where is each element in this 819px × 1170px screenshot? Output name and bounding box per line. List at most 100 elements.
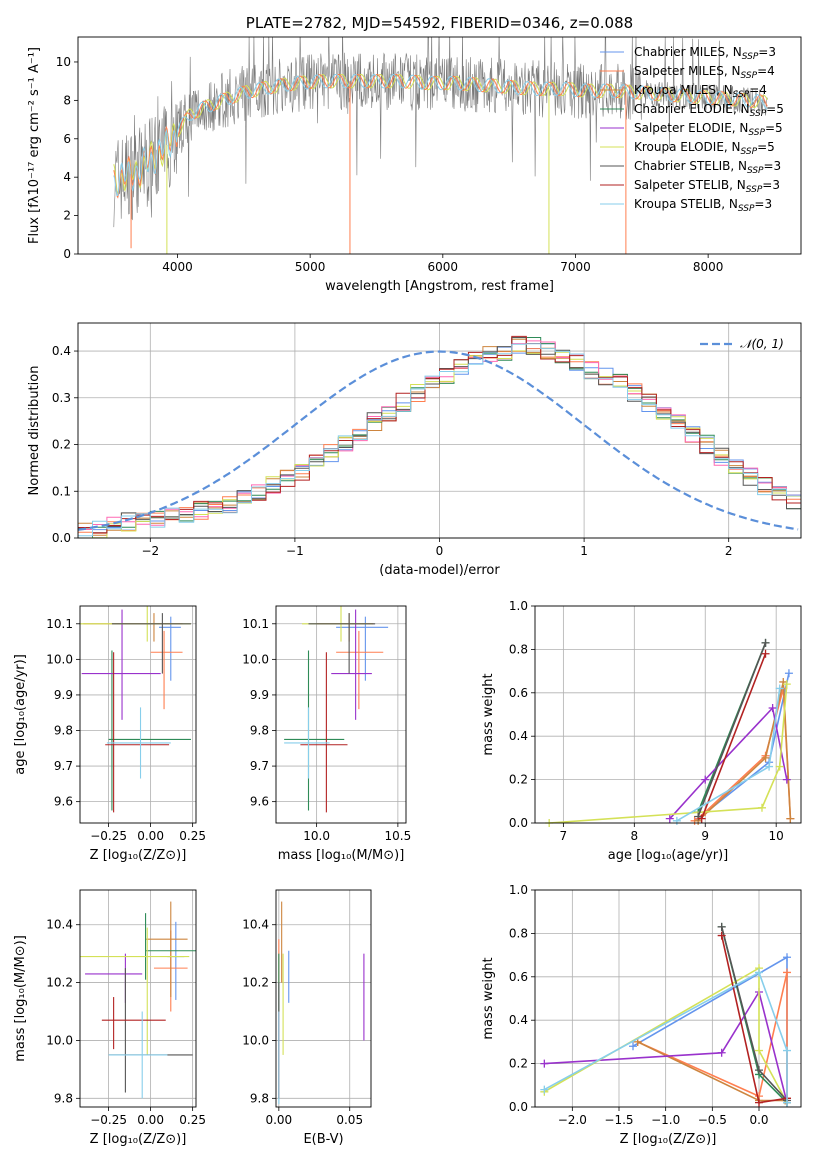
marker-kroupa-elodie [757, 803, 766, 812]
x-axis-label: mass [log₁₀(M/M⊙)] [278, 848, 405, 863]
y-tick-label: 9.6 [54, 795, 73, 809]
legend-label-normal: 𝒩(0, 1) [740, 337, 784, 351]
axes-frame [534, 605, 802, 824]
legend-label-kroupa-elodie: Kroupa ELODIE, NSSP=5 [634, 140, 775, 157]
line-salpeter-miles [637, 972, 788, 1099]
marker-kroupa-miles [761, 753, 770, 762]
legend-label-salpeter-stelib: Salpeter STELIB, NSSP=3 [634, 178, 780, 195]
marker-salpeter-elodie [768, 703, 777, 712]
x-tick-label: 0.25 [179, 1113, 206, 1127]
y-tick-label: 9.8 [250, 724, 269, 738]
line-chabrier-stelib [697, 642, 767, 817]
y-tick-label: 0.0 [509, 816, 528, 830]
y-tick-label: 0.4 [52, 344, 71, 358]
y-tick-label: 10.2 [242, 976, 269, 990]
legend-label-chabrier-elodie: Chabrier ELODIE, NSSP=5 [634, 102, 784, 119]
marker-kroupa-stelib [755, 968, 763, 977]
x-tick-label: −0.25 [90, 829, 127, 843]
marker-kroupa-stelib [765, 762, 774, 771]
x-tick-label: 2 [725, 544, 733, 558]
marker-chabrier-stelib [761, 638, 770, 647]
y-tick-label: 2 [63, 209, 71, 223]
legend-label-chabrier-stelib: Chabrier STELIB, NSSP=3 [634, 159, 781, 176]
y-axis-label: mass weight [481, 957, 496, 1039]
model-kroupa-stelib [113, 73, 768, 197]
y-tick-label: 6 [63, 132, 71, 146]
line-kroupa-stelib [543, 971, 788, 1103]
x-tick-label: 5000 [295, 260, 326, 274]
y-tick-label: 0.0 [509, 1100, 528, 1114]
axes-frame [534, 889, 802, 1108]
y-tick-label: 1.0 [509, 883, 528, 897]
y-tick-label: 0.3 [52, 391, 71, 405]
x-tick-label: 0.00 [137, 829, 164, 843]
x-tick-label: 0.00 [137, 1113, 164, 1127]
line-chabrier-miles [632, 955, 788, 1103]
y-axis-label: mass [log₁₀(M/M⊙)] [13, 935, 28, 1062]
y-tick-label: 1.0 [509, 599, 528, 613]
y-axis-label: mass weight [481, 673, 496, 755]
marker-chabrier-miles [784, 669, 793, 678]
y-tick-label: 0.8 [509, 642, 528, 656]
x-axis-label: (data-model)/error [379, 563, 500, 578]
marker-kroupa-stelib [783, 1098, 791, 1107]
histogram-kroupa-stelib [78, 343, 801, 538]
y-tick-label: 10.2 [46, 976, 73, 990]
x-tick-label: 9 [701, 829, 709, 843]
y-tick-label: 0.6 [509, 970, 528, 984]
line-kroupa-elodie [549, 684, 788, 823]
x-axis-label: E(B-V) [303, 1132, 343, 1147]
line-salpeter-stelib [700, 653, 767, 819]
y-tick-label: 0.2 [52, 438, 71, 452]
y-tick-label: 0.2 [509, 1057, 528, 1071]
marker-kroupa-stelib [672, 816, 681, 825]
model-kroupa-elodie [113, 73, 768, 196]
axes-frame [77, 322, 802, 539]
y-tick-label: 0.8 [509, 926, 528, 940]
y-tick-label: 10.1 [46, 617, 73, 631]
normal-curve [77, 350, 799, 531]
line-chabrier-miles [697, 673, 790, 820]
x-tick-label: −0.25 [90, 1113, 127, 1127]
y-tick-label: 0.6 [509, 686, 528, 700]
legend-label-kroupa-miles: Kroupa MILES, NSSP=4 [634, 83, 767, 100]
x-tick-label: −0.5 [698, 1113, 727, 1127]
marker-salpeter-elodie [701, 775, 710, 784]
marker-salpeter-elodie [717, 1048, 726, 1057]
y-tick-label: 9.9 [250, 688, 269, 702]
y-axis-label: Normed distribution [27, 366, 42, 496]
legend-label-salpeter-miles: Salpeter MILES, NSSP=4 [634, 64, 775, 81]
x-tick-label: 0 [436, 544, 444, 558]
legend-label-kroupa-stelib: Kroupa STELIB, NSSP=3 [634, 197, 772, 214]
marker-kroupa-stelib [540, 1085, 549, 1094]
x-tick-label: 1 [580, 544, 588, 558]
marker-kroupa-stelib [783, 1046, 791, 1055]
x-axis-label: age [log₁₀(age/yr)] [608, 848, 729, 863]
x-tick-label: 10.5 [385, 829, 412, 843]
line-salpeter-elodie [669, 706, 788, 820]
y-tick-label: 10.0 [242, 1033, 269, 1047]
axes-frame [79, 889, 197, 1108]
y-tick-label: 0.1 [52, 484, 71, 498]
y-tick-label: 9.8 [54, 724, 73, 738]
x-axis-label: Z [log₁₀(Z/Z⊙)] [90, 848, 187, 863]
x-tick-label: 10 [769, 829, 784, 843]
marker-salpeter-stelib [755, 1098, 763, 1107]
x-tick-label: 10.0 [303, 829, 330, 843]
marker-salpeter-miles [783, 968, 791, 977]
x-tick-label: 0.05 [336, 1113, 363, 1127]
marker-kroupa-elodie [775, 762, 784, 771]
x-tick-label: 8 [630, 829, 638, 843]
marker-chabrier-stelib [717, 922, 726, 931]
x-tick-label: 0.25 [179, 829, 206, 843]
axes-frame [79, 605, 197, 824]
y-tick-label: 8 [63, 93, 71, 107]
marker-kroupa-miles [786, 814, 795, 823]
x-tick-label: 6000 [428, 260, 459, 274]
x-tick-label: −2.0 [558, 1113, 587, 1127]
axes-frame [275, 605, 407, 824]
x-axis-label: Z [log₁₀(Z/Z⊙)] [620, 1132, 717, 1147]
y-tick-label: 9.8 [54, 1091, 73, 1105]
marker-chabrier-stelib [755, 1066, 763, 1075]
